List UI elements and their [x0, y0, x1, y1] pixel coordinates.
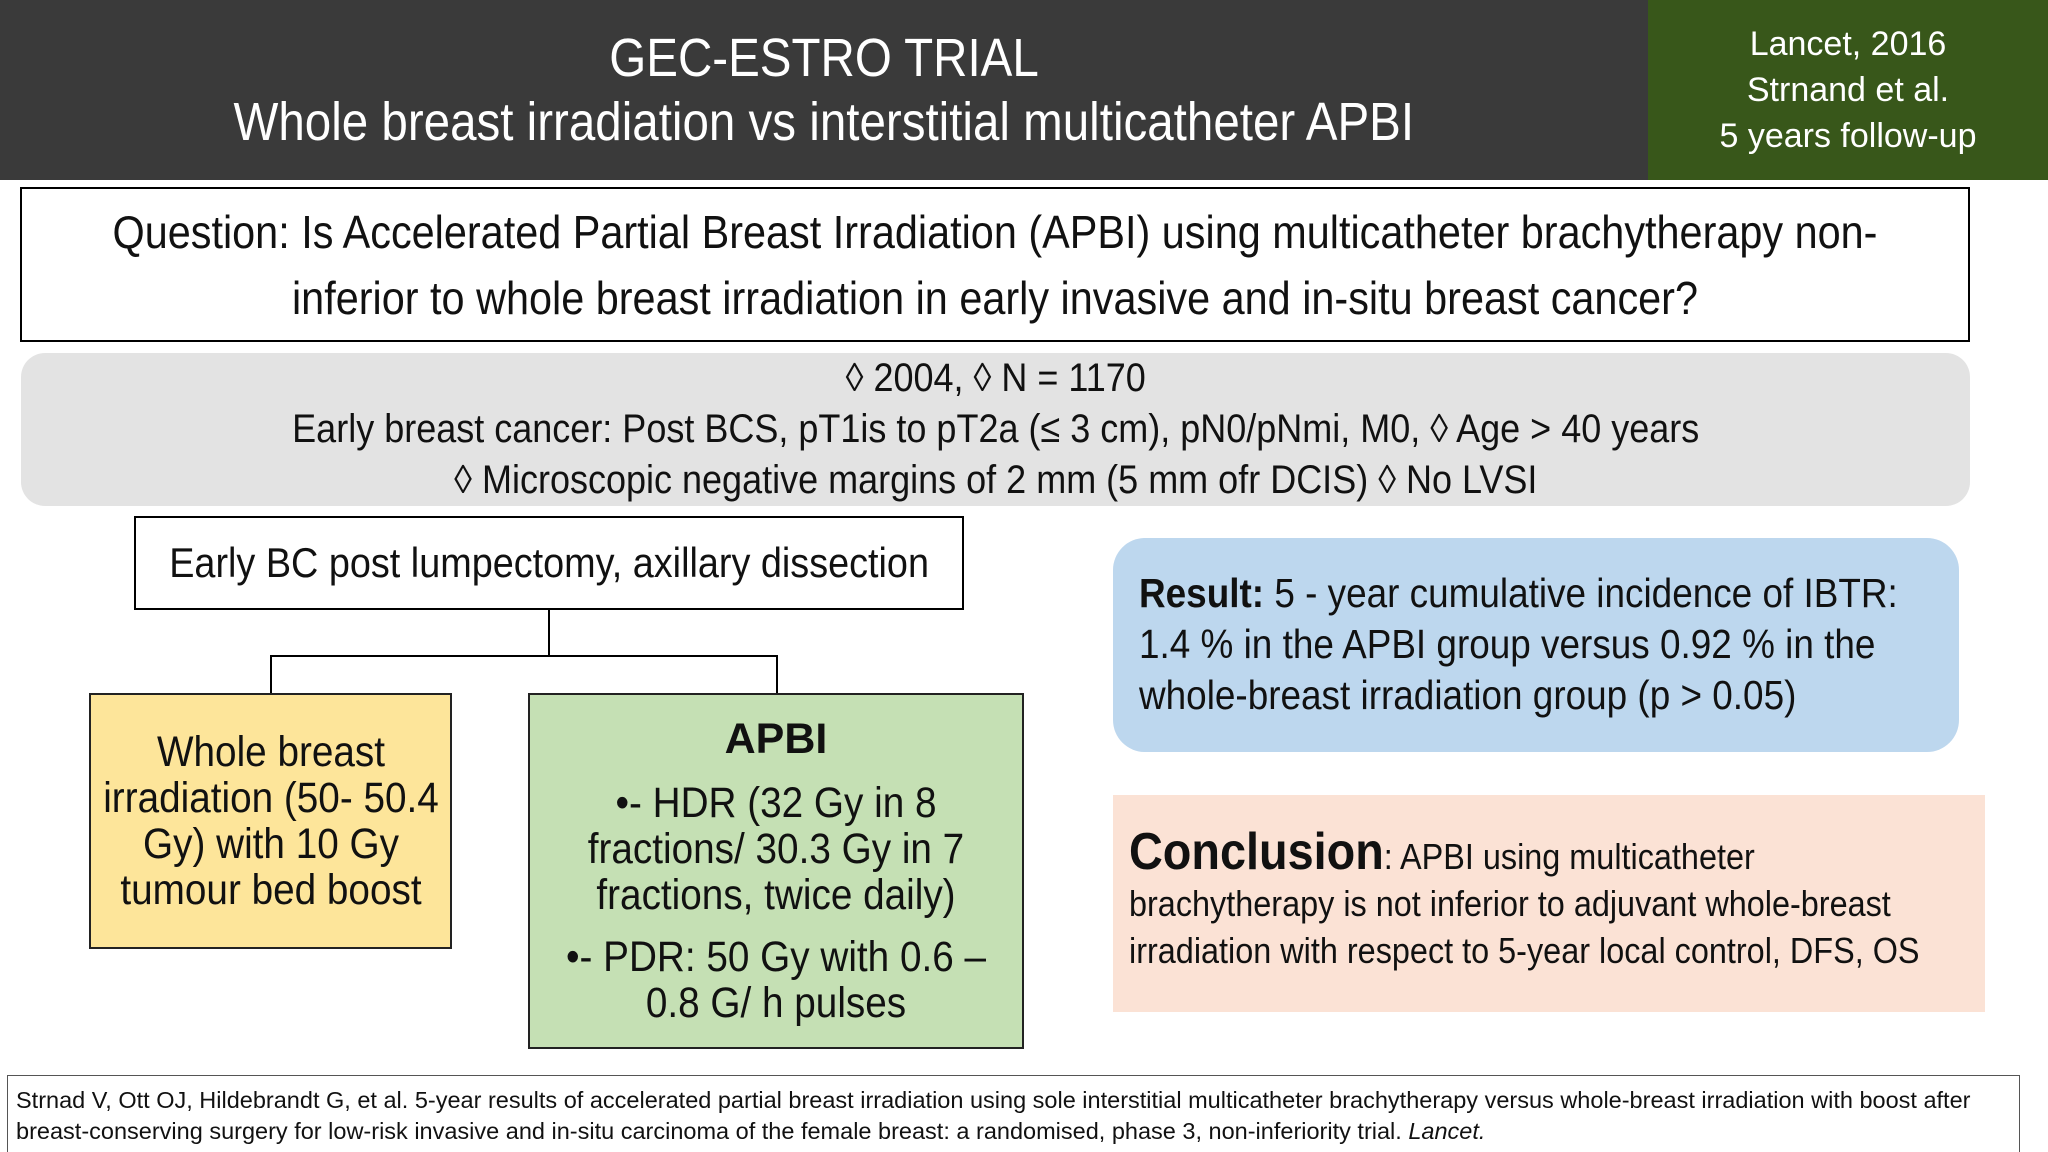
- header-bar: GEC-ESTRO TRIAL Whole breast irradiation…: [0, 0, 1648, 180]
- reference-box: Strnad V, Ott OJ, Hildebrandt G, et al. …: [7, 1075, 2020, 1152]
- result-box: Result: 5 - year cumulative incidence of…: [1113, 538, 1959, 752]
- connector: [270, 655, 778, 657]
- connector: [548, 610, 550, 656]
- reference-journal: Lancet.: [1408, 1118, 1486, 1144]
- citation-line: Strnand et al.: [1746, 71, 1950, 109]
- conclusion-box: Conclusion: APBI using multicatheter bra…: [1113, 795, 1985, 1012]
- arm-wbi-text: Whole breast irradiation (50- 50.4 Gy) w…: [102, 728, 439, 914]
- arm-apbi: APBI •- HDR (32 Gy in 8 fractions/ 30.3 …: [528, 693, 1024, 1049]
- conclusion: Conclusion: APBI using multicatheter bra…: [1129, 826, 1957, 974]
- flow-root-text: Early BC post lumpectomy, axillary disse…: [169, 539, 929, 586]
- result-text: 5 - year cumulative incidence of IBTR: 1…: [1139, 570, 1898, 718]
- criteria-box: ◊ 2004, ◊ N = 1170 Early breast cancer: …: [21, 353, 1970, 506]
- criteria-line: ◊ Microscopic negative margins of 2 mm (…: [453, 458, 1538, 502]
- conclusion-label: Conclusion: [1129, 823, 1384, 881]
- question-box: Question: Is Accelerated Partial Breast …: [20, 187, 1970, 342]
- arm-apbi-item: •- HDR (32 Gy in 8 fractions/ 30.3 Gy in…: [587, 779, 965, 919]
- subtitle: Whole breast irradiation vs interstitial…: [233, 92, 1415, 152]
- criteria-line: ◊ 2004, ◊ N = 1170: [845, 356, 1146, 400]
- result: Result: 5 - year cumulative incidence of…: [1139, 568, 1931, 721]
- arm-apbi-title: APBI: [724, 715, 828, 763]
- title: GEC-ESTRO TRIAL: [609, 28, 1039, 88]
- citation-line: 5 years follow-up: [1719, 117, 1977, 155]
- citation-line: Lancet, 2016: [1749, 25, 1947, 63]
- arm-apbi-item: •- PDR: 50 Gy with 0.6 – 0.8 G/ h pulses: [565, 933, 987, 1027]
- conclusion-text: : APBI using multicatheter brachytherapy…: [1129, 836, 1920, 971]
- question: Question: Is Accelerated Partial Breast …: [112, 205, 1878, 324]
- connector: [776, 655, 778, 693]
- citation-box: Lancet, 2016 Strnand et al. 5 years foll…: [1648, 0, 2048, 180]
- criteria-line: Early breast cancer: Post BCS, pT1is to …: [291, 407, 1700, 451]
- reference-text: Strnad V, Ott OJ, Hildebrandt G, et al. …: [16, 1087, 1971, 1144]
- flow-root: Early BC post lumpectomy, axillary disse…: [134, 516, 964, 610]
- result-label: Result:: [1139, 570, 1265, 616]
- arm-wbi: Whole breast irradiation (50- 50.4 Gy) w…: [89, 693, 452, 949]
- connector: [270, 655, 272, 693]
